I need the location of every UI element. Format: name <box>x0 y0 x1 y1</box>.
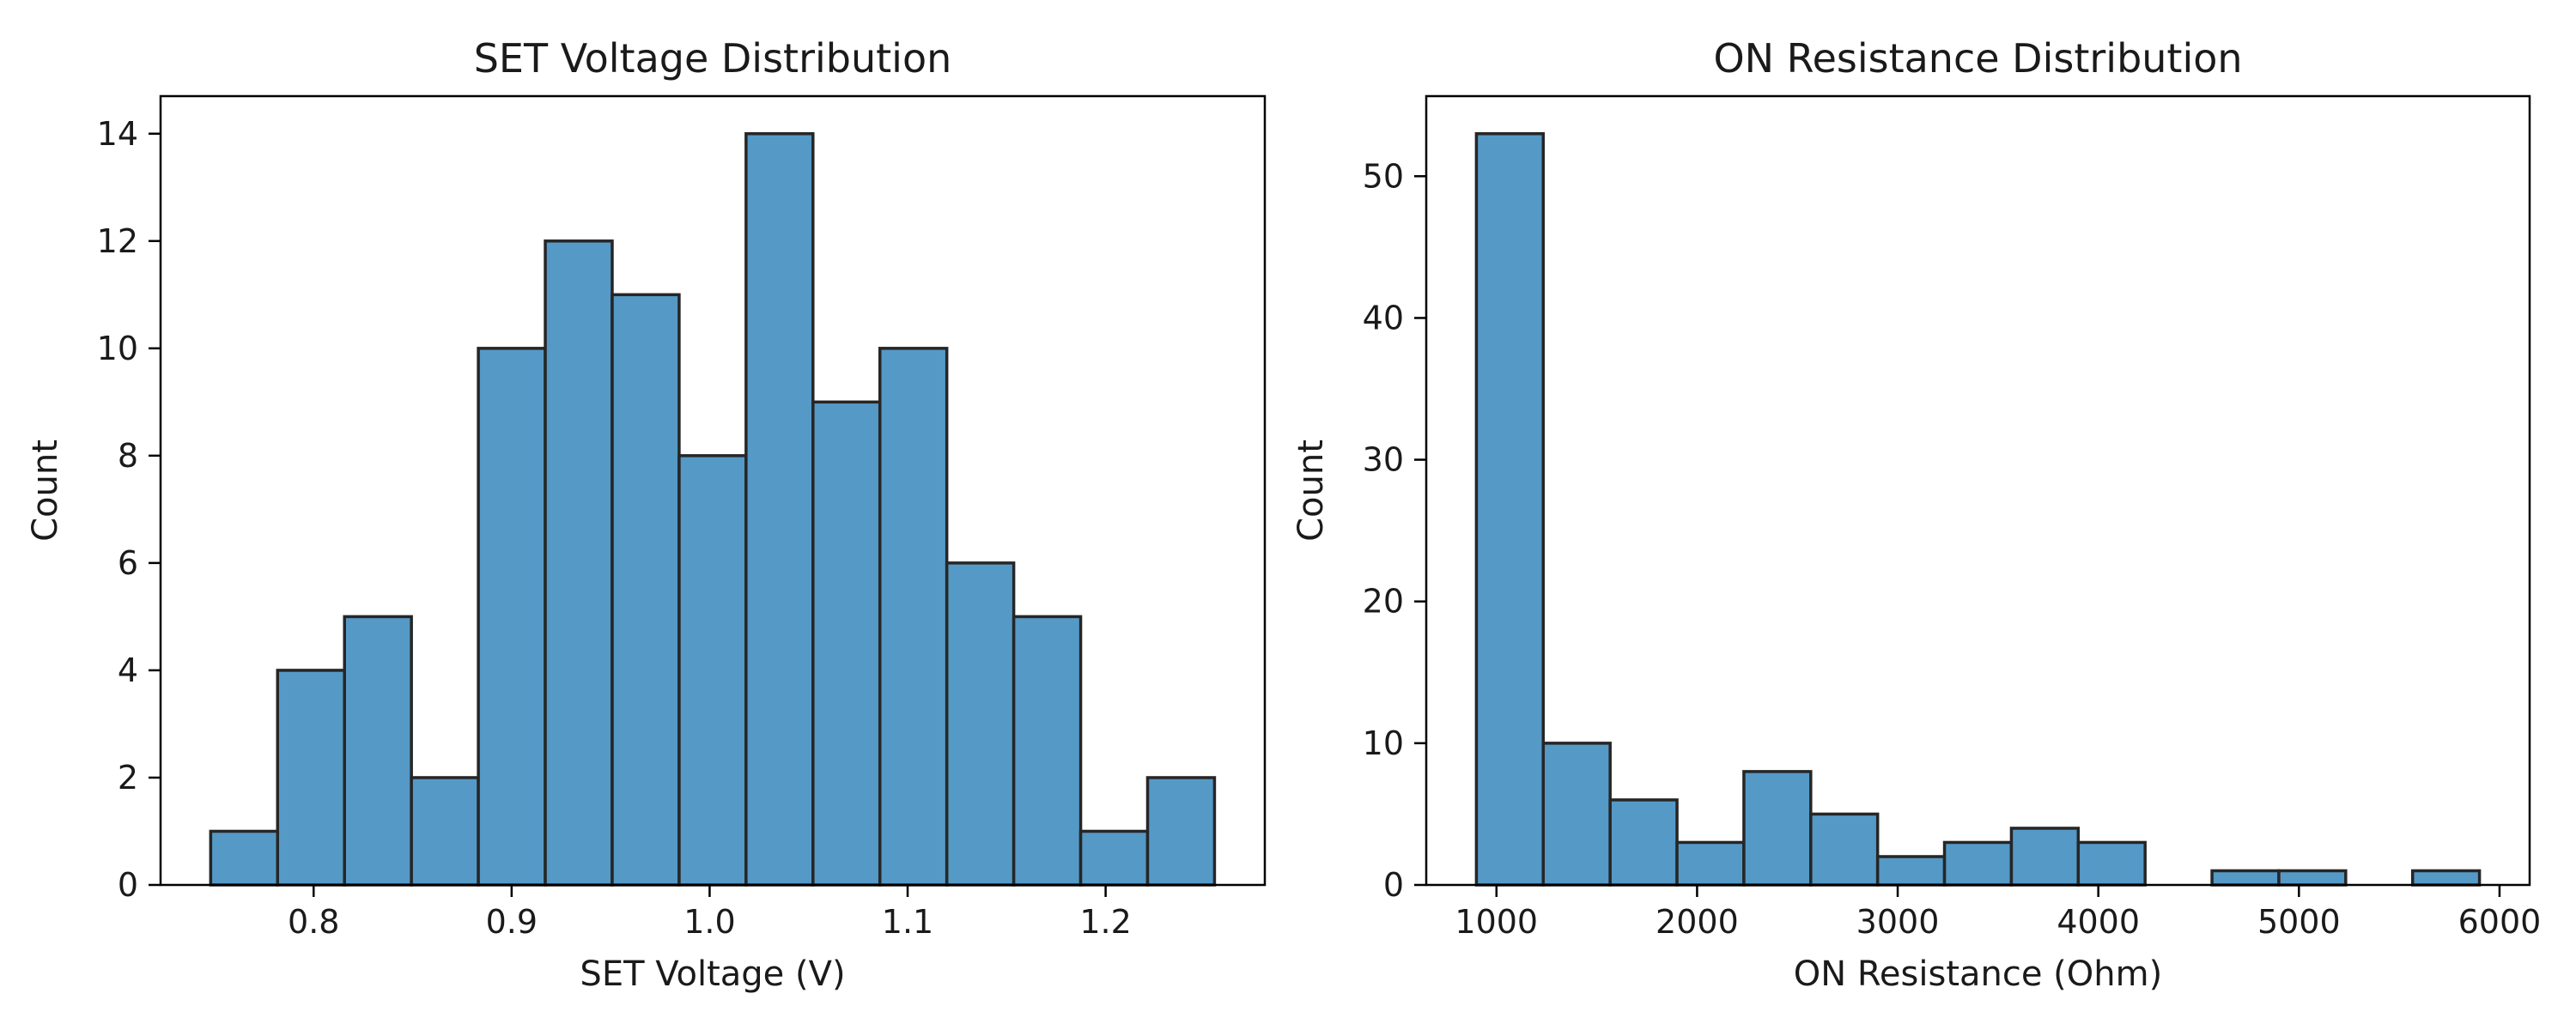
x-axis-label: SET Voltage (V) <box>580 954 845 994</box>
histogram-bar <box>2076 840 2147 887</box>
histogram-bar <box>878 347 949 887</box>
plot-frame <box>159 94 1267 887</box>
x-axis-ticks: 0.8 0.9 1.0 1.1 1.2 <box>288 885 1132 941</box>
y-axis-ticks: 0 2 4 6 8 10 12 14 <box>97 115 161 904</box>
histogram-bar <box>1742 770 1813 887</box>
x-tick-label: 1.1 <box>882 903 933 941</box>
x-axis-ticks: 1000 2000 3000 4000 5000 6000 <box>1455 885 2541 941</box>
x-tick-label: 2000 <box>1656 903 1739 941</box>
histogram-bar <box>343 615 413 887</box>
y-tick-label: 8 <box>118 437 138 475</box>
histogram-bar <box>945 561 1016 887</box>
histogram-bar <box>209 829 280 887</box>
x-tick-label: 1.2 <box>1079 903 1131 941</box>
histogram-bar <box>2410 869 2482 887</box>
x-tick-label: 6000 <box>2458 903 2542 941</box>
histogram-bar <box>744 132 815 887</box>
chart-title: SET Voltage Distribution <box>474 35 952 82</box>
y-tick-label: 50 <box>1363 157 1404 195</box>
y-tick-label: 10 <box>1363 724 1404 762</box>
y-tick-label: 0 <box>1383 866 1404 904</box>
set-voltage-histogram: SET Voltage Distribution SET Voltage (V)… <box>26 35 1267 994</box>
histogram-bar <box>1474 132 1546 887</box>
histogram-bar <box>611 293 681 887</box>
histogram-bar <box>544 239 614 887</box>
histogram-bar <box>1012 615 1083 887</box>
x-tick-label: 1.0 <box>683 903 735 941</box>
histogram-bar <box>410 776 480 887</box>
histogram-bar <box>1675 840 1746 887</box>
histogram-bar <box>1078 829 1150 887</box>
histogram-bar <box>2210 869 2281 887</box>
histogram-bar <box>677 454 748 887</box>
bars <box>209 132 1217 887</box>
y-tick-label: 12 <box>97 222 138 260</box>
x-tick-label: 3000 <box>1856 903 1940 941</box>
histogram-bar <box>1942 840 2014 887</box>
x-tick-label: 4000 <box>2057 903 2140 941</box>
on-resistance-histogram: ON Resistance Distribution ON Resistance… <box>1291 35 2541 994</box>
y-axis-ticks: 0 10 20 30 40 50 <box>1363 157 1426 904</box>
histogram-bar <box>477 347 547 887</box>
x-axis-label: ON Resistance (Ohm) <box>1794 954 2162 994</box>
y-axis-label: Count <box>1291 439 1331 542</box>
histogram-bar <box>276 669 346 887</box>
y-tick-label: 30 <box>1363 441 1404 479</box>
bars <box>1474 132 2482 887</box>
histogram-bar <box>1608 798 1679 887</box>
histogram-bar <box>811 400 882 887</box>
y-tick-label: 6 <box>118 544 138 582</box>
y-tick-label: 14 <box>97 115 138 153</box>
histogram-bar <box>2009 827 2081 887</box>
y-tick-label: 2 <box>118 759 138 797</box>
histogram-bar <box>1875 855 1947 887</box>
histogram-bar <box>1541 742 1612 887</box>
y-tick-label: 40 <box>1363 299 1404 336</box>
y-tick-label: 4 <box>118 651 138 689</box>
x-tick-label: 1000 <box>1455 903 1538 941</box>
y-tick-label: 20 <box>1363 583 1404 621</box>
histogram-bar <box>1809 812 1880 887</box>
y-tick-label: 0 <box>118 866 138 904</box>
y-tick-label: 10 <box>97 330 138 367</box>
plot-frame <box>1425 94 2531 887</box>
x-tick-label: 5000 <box>2257 903 2341 941</box>
chart-title: ON Resistance Distribution <box>1713 35 2242 82</box>
y-axis-label: Count <box>26 439 65 542</box>
x-tick-label: 0.8 <box>288 903 339 941</box>
x-tick-label: 0.9 <box>486 903 538 941</box>
histogram-bar <box>2277 869 2348 887</box>
histogram-bar <box>1145 776 1217 887</box>
